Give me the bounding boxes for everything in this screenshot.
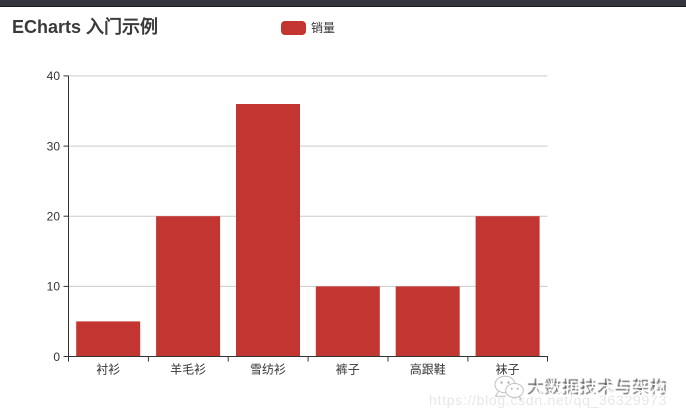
svg-text:20: 20 bbox=[47, 210, 61, 224]
svg-text:40: 40 bbox=[47, 69, 61, 83]
svg-text:雪纺衫: 雪纺衫 bbox=[250, 363, 286, 377]
svg-text:羊毛衫: 羊毛衫 bbox=[170, 362, 206, 377]
svg-text:衬衫: 衬衫 bbox=[96, 363, 120, 377]
svg-text:袜子: 袜子 bbox=[496, 363, 520, 377]
svg-text:10: 10 bbox=[47, 280, 61, 294]
svg-text:裤子: 裤子 bbox=[336, 363, 360, 377]
svg-text:0: 0 bbox=[53, 350, 60, 364]
svg-text:高跟鞋: 高跟鞋 bbox=[410, 362, 446, 377]
svg-text:30: 30 bbox=[47, 139, 61, 153]
